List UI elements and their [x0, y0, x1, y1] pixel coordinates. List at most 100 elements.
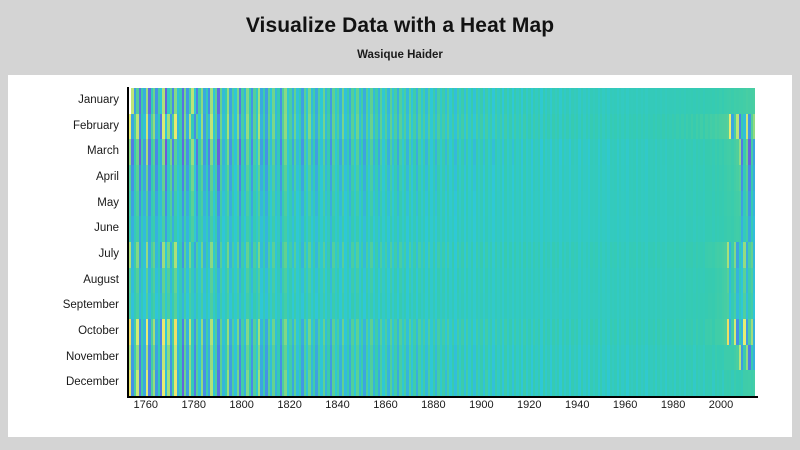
- heatmap-cell[interactable]: [167, 344, 170, 371]
- heatmap-cell[interactable]: [611, 293, 615, 319]
- heatmap-cell[interactable]: [478, 88, 481, 114]
- heatmap-cell[interactable]: [650, 318, 653, 345]
- heatmap-cell[interactable]: [289, 344, 292, 371]
- heatmap-cell[interactable]: [654, 190, 658, 217]
- heatmap-cell[interactable]: [129, 318, 132, 345]
- heatmap-cell[interactable]: [387, 139, 390, 165]
- heatmap-cell[interactable]: [645, 190, 648, 217]
- heatmap-cell[interactable]: [580, 139, 584, 165]
- heatmap-cell[interactable]: [217, 267, 220, 294]
- heatmap-cell[interactable]: [597, 139, 600, 165]
- heatmap-cell[interactable]: [248, 164, 251, 191]
- heatmap-cell[interactable]: [504, 164, 507, 191]
- heatmap-cell[interactable]: [286, 190, 290, 217]
- heatmap-cell[interactable]: [293, 241, 297, 268]
- heatmap-cell[interactable]: [669, 267, 672, 294]
- heatmap-cell[interactable]: [645, 370, 648, 396]
- heatmap-cell[interactable]: [289, 318, 292, 345]
- heatmap-cell[interactable]: [559, 370, 562, 396]
- heatmap-cell[interactable]: [461, 113, 464, 140]
- heatmap-cell[interactable]: [413, 139, 416, 165]
- heatmap-cell[interactable]: [549, 216, 553, 242]
- heatmap-cell[interactable]: [193, 216, 196, 242]
- heatmap-cell[interactable]: [705, 344, 708, 371]
- heatmap-cell[interactable]: [408, 267, 412, 294]
- heatmap-cell[interactable]: [458, 164, 462, 191]
- heatmap-cell[interactable]: [657, 293, 660, 319]
- heatmap-cell[interactable]: [277, 267, 280, 294]
- heatmap-cell[interactable]: [317, 344, 321, 371]
- heatmap-cell[interactable]: [537, 344, 541, 371]
- heatmap-cell[interactable]: [282, 216, 285, 242]
- heatmap-cell[interactable]: [631, 267, 634, 294]
- heatmap-cell[interactable]: [669, 344, 672, 371]
- heatmap-cell[interactable]: [282, 164, 285, 191]
- heatmap-cell[interactable]: [530, 88, 534, 114]
- heatmap-cell[interactable]: [282, 190, 285, 217]
- heatmap-cell[interactable]: [265, 293, 268, 319]
- heatmap-cell[interactable]: [129, 370, 132, 396]
- heatmap-cell[interactable]: [382, 241, 385, 268]
- heatmap-cell[interactable]: [227, 216, 230, 242]
- heatmap-cell[interactable]: [322, 344, 326, 371]
- heatmap-cell[interactable]: [537, 293, 541, 319]
- heatmap-cell[interactable]: [210, 216, 213, 242]
- heatmap-cell[interactable]: [133, 267, 137, 294]
- heatmap-cell[interactable]: [556, 113, 560, 140]
- heatmap-cell[interactable]: [363, 267, 366, 294]
- heatmap-cell[interactable]: [219, 370, 223, 396]
- heatmap-cell[interactable]: [597, 370, 600, 396]
- heatmap-cell[interactable]: [697, 370, 701, 396]
- heatmap-cell[interactable]: [745, 190, 749, 217]
- heatmap-cell[interactable]: [403, 164, 407, 191]
- heatmap-cell[interactable]: [595, 344, 598, 371]
- heatmap-cell[interactable]: [686, 216, 689, 242]
- heatmap-cell[interactable]: [148, 318, 151, 345]
- heatmap-cell[interactable]: [212, 164, 216, 191]
- heatmap-cell[interactable]: [499, 190, 502, 217]
- heatmap-cell[interactable]: [157, 293, 161, 319]
- heatmap-cell[interactable]: [339, 293, 342, 319]
- heatmap-cell[interactable]: [291, 241, 294, 268]
- heatmap-cell[interactable]: [303, 267, 306, 294]
- heatmap-cell[interactable]: [439, 113, 443, 140]
- heatmap-cell[interactable]: [578, 164, 581, 191]
- heatmap-cell[interactable]: [348, 164, 352, 191]
- heatmap-cell[interactable]: [741, 88, 744, 114]
- heatmap-cell[interactable]: [513, 139, 517, 165]
- heatmap-cell[interactable]: [250, 88, 254, 114]
- heatmap-cell[interactable]: [282, 344, 285, 371]
- heatmap-cell[interactable]: [353, 293, 357, 319]
- heatmap-cell[interactable]: [571, 164, 574, 191]
- heatmap-cell[interactable]: [131, 241, 134, 268]
- heatmap-cell[interactable]: [169, 113, 173, 140]
- heatmap-cell[interactable]: [305, 370, 309, 396]
- heatmap-cell[interactable]: [521, 190, 524, 217]
- heatmap-cell[interactable]: [188, 370, 192, 396]
- heatmap-cell[interactable]: [399, 113, 402, 140]
- heatmap-cell[interactable]: [219, 190, 223, 217]
- heatmap-cell[interactable]: [542, 293, 545, 319]
- heatmap-cell[interactable]: [432, 370, 435, 396]
- heatmap-cell[interactable]: [456, 190, 459, 217]
- heatmap-cell[interactable]: [260, 113, 263, 140]
- heatmap-cell[interactable]: [222, 267, 225, 294]
- heatmap-cell[interactable]: [403, 318, 407, 345]
- heatmap-cell[interactable]: [322, 241, 326, 268]
- heatmap-cell[interactable]: [628, 113, 632, 140]
- heatmap-cell[interactable]: [231, 88, 235, 114]
- heatmap-cell[interactable]: [174, 293, 177, 319]
- heatmap-cell[interactable]: [250, 113, 254, 140]
- heatmap-cell[interactable]: [207, 88, 211, 114]
- heatmap-cell[interactable]: [559, 164, 562, 191]
- heatmap-cell[interactable]: [640, 113, 643, 140]
- heatmap-cell[interactable]: [308, 113, 311, 140]
- heatmap-cell[interactable]: [380, 344, 383, 371]
- heatmap-cell[interactable]: [446, 113, 450, 140]
- heatmap-cell[interactable]: [274, 164, 278, 191]
- heatmap-cell[interactable]: [635, 318, 639, 345]
- heatmap-cell[interactable]: [143, 370, 146, 396]
- heatmap-cell[interactable]: [693, 344, 696, 371]
- heatmap-cell[interactable]: [303, 113, 306, 140]
- heatmap-cell[interactable]: [313, 241, 316, 268]
